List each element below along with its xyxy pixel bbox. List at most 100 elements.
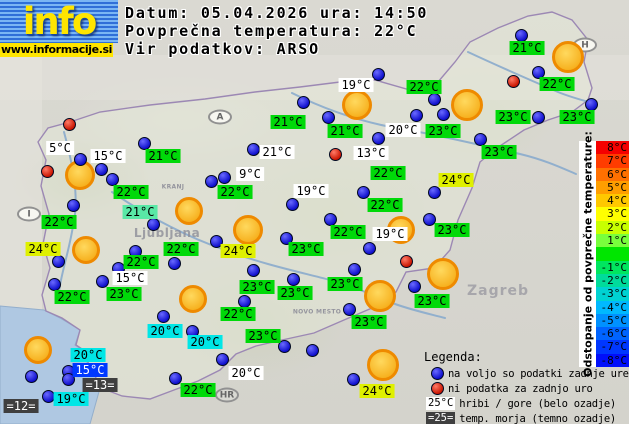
sun-icon (427, 258, 459, 290)
station-dot-blue (209, 234, 223, 248)
temperature-label: 22°C (180, 383, 216, 397)
scale-row: -8°C (596, 353, 629, 368)
legend-rows: na voljo so podatki zadnje ure ni podatka… (424, 366, 629, 424)
station-dot-blue (24, 369, 38, 383)
station-dot-blue (285, 197, 299, 211)
deviation-color-scale: 8°C 7°C 6°C 5°C 4°C 3°C 2°C 1°C -1°C -2°C -3°C -4°C… (596, 141, 629, 368)
station-dot-blue (215, 352, 229, 366)
station-dot-blue (473, 132, 487, 146)
temperature-label: 23°C (481, 145, 517, 159)
temperature-label: 23°C (327, 277, 363, 291)
legend-item-text: na voljo so podatki zadnje ure (448, 367, 629, 380)
scale-row: -6°C (596, 327, 629, 341)
sun-icon (364, 280, 396, 312)
temperature-label: 21°C (509, 41, 545, 55)
station-dot-blue (105, 172, 119, 186)
sun-icon (552, 41, 584, 73)
scale-row: 4°C (596, 194, 629, 208)
temperature-label: 24°C (220, 244, 256, 258)
station-dot-blue (321, 110, 335, 124)
temperature-label: 22°C (370, 166, 406, 180)
station-dot-blue (95, 274, 109, 288)
station-dot-blue (296, 95, 310, 109)
temperature-label: 21°C (145, 149, 181, 163)
temperature-label: 19°C (293, 184, 329, 198)
temperature-label: 22°C (163, 242, 199, 256)
temperature-label: 21°C (270, 115, 306, 129)
temperature-label: 22°C (54, 290, 90, 304)
city-label-zagreb: Zagreb (466, 283, 530, 299)
temperature-label: 24°C (359, 384, 395, 398)
legend-item: na voljo so podatki zadnje ure (424, 366, 629, 381)
station-dot-blue (41, 389, 55, 403)
station-dot-blue (409, 108, 423, 122)
temperature-label: 19°C (372, 227, 408, 241)
white-chip: 25°C (426, 397, 456, 410)
station-dot-blue (407, 279, 421, 293)
city-label-novo-mesto: Novo Mesto (292, 308, 342, 316)
temperature-label: 22°C (367, 198, 403, 212)
station-dot-blue (246, 142, 260, 156)
station-dot-blue (356, 185, 370, 199)
temperature-label: 22°C (113, 185, 149, 199)
info-logo[interactable]: info www.informacije.si (0, 0, 118, 57)
info-logo-text: info (0, 0, 118, 43)
station-dot-blue (531, 65, 545, 79)
temperature-label: 23°C (559, 110, 595, 124)
station-dot-blue (323, 212, 337, 226)
station-dot-blue (73, 152, 87, 166)
header-data-source: Vir podatkov: ARSO (125, 40, 320, 58)
temperature-label: 23°C (414, 294, 450, 308)
sun-icon (24, 336, 52, 364)
station-dot-blue (371, 131, 385, 145)
station-dot-red (399, 254, 413, 268)
station-dot-blue (246, 263, 260, 277)
temperature-label: 22°C (406, 80, 442, 94)
station-dot-blue (371, 67, 385, 81)
scale-row: 1°C (596, 234, 629, 248)
station-dot-red (62, 117, 76, 131)
station-dot-blue (436, 107, 450, 121)
station-dot-red (506, 74, 520, 88)
station-dot-blue (362, 241, 376, 255)
sun-icon (175, 197, 203, 225)
temperature-label: 19°C (338, 78, 374, 92)
temperature-label: 20°C (187, 335, 223, 349)
map-header: Datum: 05.04.2026 ura: 14:50 Povprečna t… (125, 4, 428, 58)
temperature-label: 5°C (46, 141, 74, 155)
station-dot-blue (427, 185, 441, 199)
map-legend: Legenda: na voljo so podatki zadnje ure n… (424, 350, 629, 424)
temperature-label: 22°C (220, 307, 256, 321)
station-dot-blue (514, 28, 528, 42)
station-dot-blue (237, 294, 251, 308)
legend-item-text: ni podatka za zadnjo uro (448, 382, 593, 395)
temperature-label: 22°C (539, 77, 575, 91)
legend-item: 25°C hribi / gore (belo ozadje) (424, 396, 629, 411)
temperature-label: 20°C (147, 324, 183, 338)
temperature-label: 22°C (123, 255, 159, 269)
temperature-label: =13= (82, 378, 118, 392)
legend-item-text: temp. morja (temno ozadje) (459, 412, 616, 424)
station-dot-blue (305, 343, 319, 357)
temperature-label: 23°C (351, 315, 387, 329)
temperature-label: 23°C (277, 286, 313, 300)
temperature-label: 15°C (90, 149, 126, 163)
scale-row: -4°C (596, 300, 629, 314)
road-sign-hr: HR (215, 387, 239, 403)
temperature-label: 15°C (72, 363, 108, 377)
temperature-label: 9°C (236, 167, 264, 181)
temperature-label: 23°C (425, 124, 461, 138)
info-logo-url[interactable]: www.informacije.si (0, 43, 113, 57)
sun-icon (72, 236, 100, 264)
temperature-label: 22°C (41, 215, 77, 229)
scale-row: -3°C (596, 287, 629, 301)
station-dot-blue (277, 339, 291, 353)
legend-item: =25= temp. morja (temno ozadje) (424, 411, 629, 424)
temperature-label: 21°C (327, 124, 363, 138)
station-dot-blue (66, 198, 80, 212)
station-dot-blue (61, 372, 75, 386)
scale-row: 5°C (596, 180, 629, 195)
station-dot-blue (427, 92, 441, 106)
